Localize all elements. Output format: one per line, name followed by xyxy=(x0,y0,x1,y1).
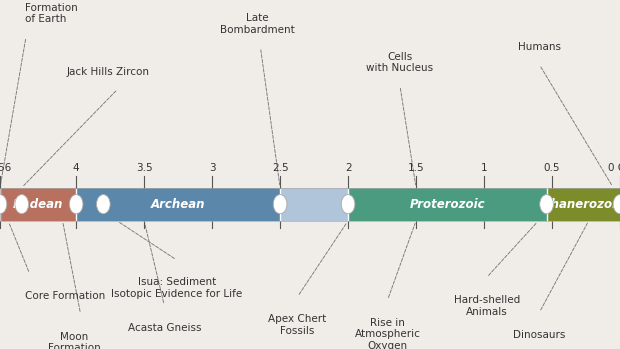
Ellipse shape xyxy=(273,195,287,214)
Ellipse shape xyxy=(613,195,620,214)
Text: Hard-shelled
Animals: Hard-shelled Animals xyxy=(454,295,520,317)
Text: Late
Bombardment: Late Bombardment xyxy=(220,13,294,35)
Bar xyxy=(0,188,76,221)
Text: Phanerozoic: Phanerozoic xyxy=(542,198,620,211)
Text: Formation
of Earth: Formation of Earth xyxy=(25,3,78,24)
Bar xyxy=(76,188,280,221)
Text: 3: 3 xyxy=(209,163,215,173)
Ellipse shape xyxy=(97,195,110,214)
Text: Core Formation: Core Formation xyxy=(25,291,105,302)
Text: Archean: Archean xyxy=(151,198,205,211)
Text: 1.5: 1.5 xyxy=(408,163,424,173)
Text: 0 Ga: 0 Ga xyxy=(608,163,620,173)
Text: Dinosaurs: Dinosaurs xyxy=(513,330,565,340)
Text: Rise in
Atmospheric
Oxygen: Rise in Atmospheric Oxygen xyxy=(355,318,420,349)
Text: Hadean: Hadean xyxy=(13,198,63,211)
Text: Proterozoic: Proterozoic xyxy=(410,198,485,211)
Ellipse shape xyxy=(0,195,7,214)
Text: Humans: Humans xyxy=(518,42,561,52)
Text: 4: 4 xyxy=(73,163,79,173)
Text: 2: 2 xyxy=(345,163,352,173)
Text: 4.56: 4.56 xyxy=(0,163,12,173)
Ellipse shape xyxy=(15,195,29,214)
Text: Acasta Gneiss: Acasta Gneiss xyxy=(128,323,201,333)
Text: 3.5: 3.5 xyxy=(136,163,153,173)
Ellipse shape xyxy=(69,195,83,214)
Text: 1: 1 xyxy=(480,163,487,173)
Text: Moon
Formation: Moon Formation xyxy=(48,332,101,349)
Ellipse shape xyxy=(341,195,355,214)
Text: Jack Hills Zircon: Jack Hills Zircon xyxy=(67,67,150,77)
Bar xyxy=(0,188,620,221)
Text: 2.5: 2.5 xyxy=(272,163,288,173)
Ellipse shape xyxy=(540,195,554,214)
Text: 0.5: 0.5 xyxy=(544,163,560,173)
Bar xyxy=(547,188,620,221)
Bar xyxy=(280,188,348,221)
Text: Apex Chert
Fossils: Apex Chert Fossils xyxy=(268,314,327,336)
Bar xyxy=(348,188,547,221)
Text: Isua: Sediment
Isotopic Evidence for Life: Isua: Sediment Isotopic Evidence for Lif… xyxy=(111,277,242,299)
Text: Cells
with Nucleus: Cells with Nucleus xyxy=(366,52,433,73)
